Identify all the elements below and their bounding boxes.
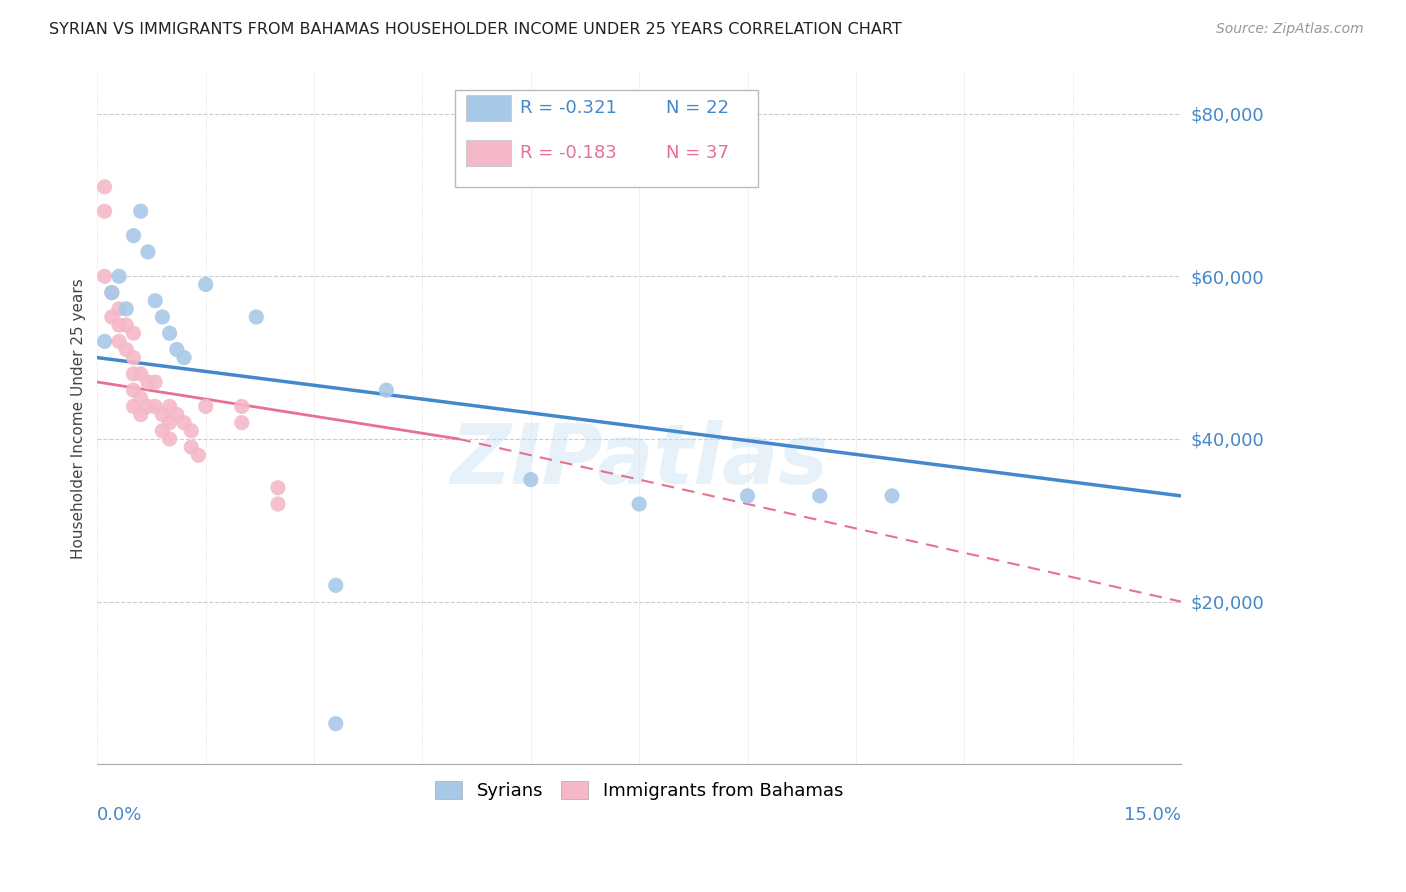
- Point: [129, 408, 152, 422]
- FancyBboxPatch shape: [465, 140, 512, 166]
- Point: [150, 408, 173, 422]
- Point: [143, 400, 166, 414]
- Text: R = -0.183: R = -0.183: [520, 145, 617, 162]
- Point: [173, 416, 195, 430]
- Point: [136, 375, 159, 389]
- Point: [267, 497, 290, 511]
- Point: [108, 334, 131, 349]
- Point: [159, 416, 181, 430]
- Point: [187, 448, 209, 462]
- Point: [150, 310, 173, 324]
- Point: [93, 269, 115, 284]
- Point: [108, 269, 131, 284]
- Point: [231, 416, 253, 430]
- Y-axis label: Householder Income Under 25 years: Householder Income Under 25 years: [72, 278, 86, 559]
- Point: [115, 318, 138, 332]
- Point: [122, 351, 145, 365]
- Point: [129, 367, 152, 381]
- Point: [122, 326, 145, 341]
- Point: [166, 343, 188, 357]
- Point: [325, 578, 347, 592]
- Point: [143, 375, 166, 389]
- Point: [880, 489, 903, 503]
- Point: [143, 293, 166, 308]
- FancyBboxPatch shape: [456, 90, 758, 187]
- Text: 15.0%: 15.0%: [1123, 805, 1181, 823]
- Point: [159, 326, 181, 341]
- Point: [180, 424, 202, 438]
- Point: [101, 285, 124, 300]
- Point: [628, 497, 651, 511]
- Point: [122, 383, 145, 397]
- Point: [194, 400, 217, 414]
- Text: Source: ZipAtlas.com: Source: ZipAtlas.com: [1216, 22, 1364, 37]
- Point: [101, 310, 124, 324]
- Point: [808, 489, 831, 503]
- Point: [93, 179, 115, 194]
- Point: [150, 424, 173, 438]
- Text: ZIPatlas: ZIPatlas: [450, 419, 828, 500]
- Point: [93, 334, 115, 349]
- Point: [93, 204, 115, 219]
- Point: [325, 716, 347, 731]
- Point: [136, 400, 159, 414]
- Point: [166, 408, 188, 422]
- Point: [173, 351, 195, 365]
- FancyBboxPatch shape: [465, 95, 512, 121]
- Point: [122, 367, 145, 381]
- Point: [737, 489, 759, 503]
- Point: [194, 277, 217, 292]
- Point: [245, 310, 267, 324]
- Point: [231, 400, 253, 414]
- Point: [122, 400, 145, 414]
- Point: [101, 285, 124, 300]
- Point: [108, 301, 131, 316]
- Point: [115, 343, 138, 357]
- Text: 0.0%: 0.0%: [97, 805, 143, 823]
- Point: [136, 244, 159, 259]
- Text: N = 37: N = 37: [666, 145, 730, 162]
- Text: N = 22: N = 22: [666, 99, 730, 117]
- Point: [180, 440, 202, 454]
- Point: [129, 204, 152, 219]
- Text: R = -0.321: R = -0.321: [520, 99, 617, 117]
- Legend: Syrians, Immigrants from Bahamas: Syrians, Immigrants from Bahamas: [427, 773, 851, 807]
- Text: SYRIAN VS IMMIGRANTS FROM BAHAMAS HOUSEHOLDER INCOME UNDER 25 YEARS CORRELATION : SYRIAN VS IMMIGRANTS FROM BAHAMAS HOUSEH…: [49, 22, 903, 37]
- Point: [129, 392, 152, 406]
- Point: [115, 301, 138, 316]
- Point: [108, 318, 131, 332]
- Point: [375, 383, 398, 397]
- Point: [159, 432, 181, 446]
- Point: [267, 481, 290, 495]
- Point: [159, 400, 181, 414]
- Point: [122, 228, 145, 243]
- Point: [520, 473, 543, 487]
